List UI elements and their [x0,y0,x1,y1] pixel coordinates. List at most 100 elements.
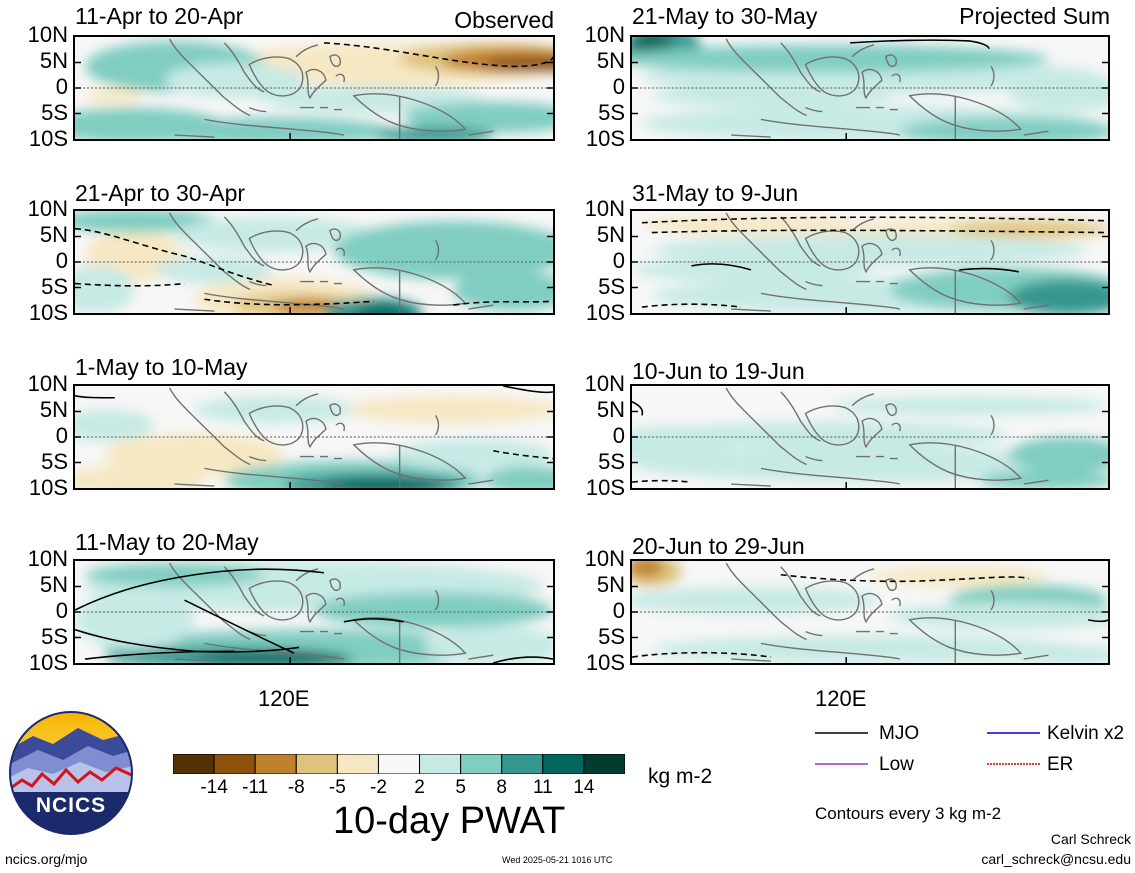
y-axis-label: 5S [41,624,68,649]
coastline [725,387,807,466]
y-axis-label: 10S [28,126,68,151]
pwat-anomaly-area [483,466,553,488]
legend-label-kelvin: Kelvin x2 [1047,723,1125,744]
pwat-anomaly-area [393,438,553,471]
pwat-anomaly-area [651,234,1089,266]
y-axis-label: 5N [39,222,68,247]
pwat-contour [184,599,295,654]
map-panel-right-4 [630,559,1110,665]
pwat-contour [343,618,404,623]
coastline [352,93,467,132]
coastline [329,228,341,241]
coastline [223,391,265,442]
coastline [780,216,821,267]
y-axis-label: 5N [39,48,68,73]
y-axis-label: 0 [55,598,68,623]
pwat-anomaly-area [830,395,1108,416]
pwat-anomaly-area [1008,437,1108,473]
coastline [851,218,875,232]
colorbar-tick-label: -11 [242,777,269,798]
logo-text: NCICS [35,794,107,817]
coastline [908,442,1023,481]
pwat-anomaly-area [1008,279,1108,313]
pwat-contour [75,227,275,287]
coastline [760,642,900,660]
y-axis-label: 10N [27,546,68,571]
colorbar-swatch [172,753,215,775]
coastline [168,387,251,466]
pwat-contour [641,303,742,308]
coastline [891,597,901,607]
coastline [856,630,898,635]
panel-title-right-3: 10-Jun to 19-Jun [632,358,805,384]
coastline [434,415,440,436]
y-axis-label: 10N [584,22,625,47]
coastline [249,106,267,113]
pwat-contour [632,479,692,483]
colorbar-tick-label: 11 [532,777,553,798]
pwat-anomaly-area [333,220,553,280]
y-axis-label: 5N [596,48,625,73]
pwat-anomaly-area [353,305,414,313]
coastline [305,592,327,624]
coastline [248,230,304,271]
coastline [731,483,771,487]
pwat-anomaly-area [84,88,145,104]
pwat-contour [1088,619,1108,623]
pwat-contour [691,263,752,271]
colorbar-tick-label: 8 [496,777,508,798]
pwat-contour [632,651,771,658]
pwat-anomaly-area [84,562,265,587]
y-axis-label: 5S [41,449,68,474]
coastline [891,73,901,83]
coastline [725,38,807,117]
colorbar [172,753,626,775]
coastline [248,580,304,621]
colorbar-tick-label: -5 [328,777,346,798]
colorbar-swatch [254,753,297,775]
coastline [329,54,341,67]
coastline [468,654,494,660]
coastline [352,442,467,481]
panel-title-left-3: 1-May to 10-May [75,354,248,380]
pwat-contour [651,229,1108,234]
y-axis-label: 5S [41,100,68,125]
coastline [856,280,898,285]
coastline [990,240,995,261]
y-axis-label: 10S [28,650,68,675]
coastline [174,134,215,138]
coastline [249,455,267,462]
panel-corner-projected: Projected Sum [959,3,1110,29]
y-axis-label: 5S [41,274,68,299]
y-axis-label: 0 [55,423,68,448]
coastline [725,562,807,641]
coastline [908,93,1023,132]
pwat-anomaly-area [949,220,1108,237]
pwat-contour [75,568,325,611]
colorbar-swatch [460,753,503,775]
coastline [204,118,345,136]
colorbar-tick-label: 2 [414,777,425,798]
pwat-anomaly-area [194,651,354,663]
colorbar-swatch [501,753,544,775]
coastline [468,479,494,485]
panel-title-left-1: 11-Apr to 20-Apr [75,3,244,29]
y-axis-label: 0 [612,423,625,448]
pwat-anomaly-area [75,265,135,313]
coastline [804,580,860,621]
coastline [295,568,319,582]
footer-timestamp: Wed 2025-05-21 1016 UTC [502,855,613,865]
coastline [295,393,319,407]
ncics-logo: NCICS [8,710,134,836]
coastline [468,130,494,136]
pwat-anomaly-area [632,425,732,465]
coastline [725,212,807,291]
coastline [300,280,342,285]
legend-label-mjo: MJO [879,723,920,744]
coastline [468,304,494,310]
coastline [305,242,327,274]
coastline [335,597,345,607]
pwat-anomaly-area [651,421,1009,449]
coastline [1023,654,1049,660]
y-axis-label: 10N [27,22,68,47]
